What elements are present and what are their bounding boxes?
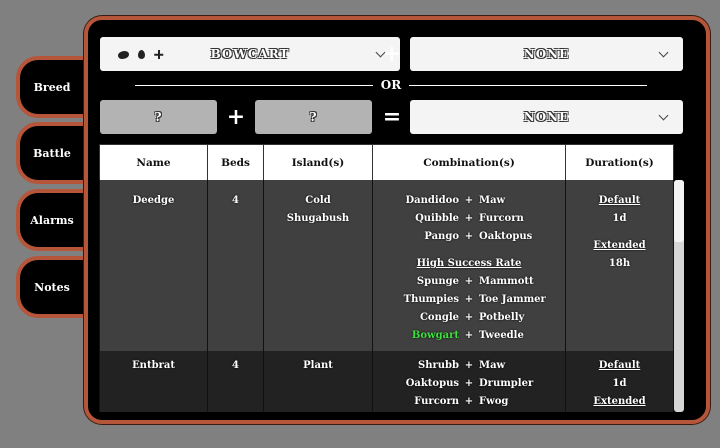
island: Shugabush xyxy=(286,213,350,224)
table-rows: Deedge 4 Cold Shugabush Dandidoo + Maw Quib… xyxy=(99,180,674,412)
tab-label: Notes xyxy=(34,280,70,294)
plus-sign: + xyxy=(464,312,474,323)
plus-sign: + xyxy=(464,396,474,407)
monster-name: Mammott xyxy=(479,276,534,287)
island: Cold xyxy=(305,195,331,206)
tab-alarms[interactable]: Alarms xyxy=(16,189,96,251)
cell-text: Plant xyxy=(303,360,333,371)
header-durations: Duration(s) xyxy=(565,144,674,181)
plus-sign: + xyxy=(464,231,474,242)
cell-text: Spunge + Mammott Thumpies + Toe Jammer Congl… xyxy=(373,273,565,345)
parent-one-box[interactable]: ? xyxy=(100,100,217,134)
beds: 4 xyxy=(207,351,264,412)
plus-sign: + xyxy=(464,294,474,305)
cell-text: Default xyxy=(598,195,641,206)
plus-sign: + xyxy=(464,330,474,341)
table-row[interactable]: Deedge 4 Cold Shugabush Dandidoo + Maw Quib… xyxy=(99,180,674,351)
plus-sign: + xyxy=(464,360,474,371)
divider xyxy=(135,85,373,86)
monster-name: Potbelly xyxy=(479,312,525,323)
monster-name: Thumpies xyxy=(403,294,459,305)
header-islands: Island(s) xyxy=(263,144,373,181)
beds: 4 xyxy=(207,180,264,351)
cell-text: Default xyxy=(598,360,641,371)
monster-name: Deedge xyxy=(99,180,208,351)
result-value: NONE xyxy=(523,110,570,124)
monster-name: Furcorn xyxy=(479,213,524,224)
plus-sign: + xyxy=(226,104,246,130)
islands: Cold Shugabush xyxy=(263,180,373,351)
monster-name: Tweedle xyxy=(479,330,524,341)
divider xyxy=(409,85,647,86)
result-dropdown[interactable]: NONE xyxy=(410,100,683,134)
chevron-down-icon xyxy=(658,110,669,121)
cell-text: Extended xyxy=(593,240,646,251)
monster-name: Toe Jammer xyxy=(479,294,546,305)
monster-name: Fwog xyxy=(479,396,509,407)
cell-text: 1d xyxy=(612,213,627,224)
monster-name: Furcorn xyxy=(414,396,459,407)
parent-two-value: ? xyxy=(309,110,318,124)
durations: Default 1d Extended 18h xyxy=(565,180,674,351)
high-success-label: High Success Rate xyxy=(416,258,522,269)
monster-name: Oaktopus xyxy=(479,231,533,242)
chevron-down-icon xyxy=(658,47,669,58)
tab-label: Alarms xyxy=(30,213,74,227)
plus-sign: + xyxy=(464,195,474,206)
cell-text: Shrubb + Maw Oaktopus + Drumpler Furcorn + Fwo… xyxy=(373,357,565,411)
second-monster-value: NONE xyxy=(523,47,570,61)
highlighted-monster: Bowgart xyxy=(411,330,459,341)
cell-text: 18h xyxy=(608,258,631,269)
header-name: Name xyxy=(99,144,208,181)
element-icons xyxy=(118,50,168,60)
tab-breed[interactable]: Breed xyxy=(16,56,96,118)
first-monster-value: BOWCART xyxy=(210,47,290,61)
monster-name: Quibble xyxy=(415,213,459,224)
plus-sign: + xyxy=(464,276,474,287)
or-label: OR xyxy=(380,78,402,92)
monster-name: Pango xyxy=(424,231,459,242)
monster-name: Oaktopus xyxy=(405,378,459,389)
combinations: Dandidoo + Maw Quibble + Furcorn Pango + Oakto… xyxy=(372,180,566,351)
cell-text: Extended xyxy=(593,396,646,407)
breeding-table: Name Beds Island(s) Combination(s) Durat… xyxy=(99,144,674,181)
plus-sign: + xyxy=(382,41,402,67)
durations: Default 1d Extended xyxy=(565,351,674,412)
water-icon xyxy=(138,50,145,59)
cell-text: Dandidoo + Maw Quibble + Furcorn Pango + Oakto… xyxy=(373,192,565,246)
combinations: Shrubb + Maw Oaktopus + Drumpler Furcorn + Fwo… xyxy=(372,351,566,412)
tab-battle[interactable]: Battle xyxy=(16,122,96,184)
plant-icon xyxy=(118,51,129,59)
tab-label: Breed xyxy=(33,80,71,94)
monster-name: Drumpler xyxy=(479,378,534,389)
plus-sign: + xyxy=(464,378,474,389)
second-monster-dropdown[interactable]: NONE xyxy=(410,37,683,71)
plus-sign: + xyxy=(464,213,474,224)
islands: Plant xyxy=(263,351,373,412)
scrollbar-thumb[interactable] xyxy=(674,180,684,242)
header-combinations: Combination(s) xyxy=(372,144,566,181)
tab-notes[interactable]: Notes xyxy=(16,256,96,318)
first-monster-dropdown[interactable]: BOWCART xyxy=(100,37,400,71)
monster-name: Dandidoo xyxy=(405,195,459,206)
monster-name: Entbrat xyxy=(99,351,208,412)
monster-name: Maw xyxy=(479,195,506,206)
monster-name: Spunge xyxy=(416,276,459,287)
monster-name: Shrubb xyxy=(417,360,459,371)
parent-one-value: ? xyxy=(154,110,163,124)
equals-sign: = xyxy=(382,104,402,130)
table-row[interactable]: Entbrat 4 Plant Shrubb + Maw Oaktopus + Drum… xyxy=(99,351,674,412)
tab-label: Battle xyxy=(33,146,71,160)
cell-text: 1d xyxy=(612,378,627,389)
parent-two-box[interactable]: ? xyxy=(255,100,372,134)
scrollbar[interactable] xyxy=(674,180,684,412)
header-beds: Beds xyxy=(207,144,264,181)
monster-name: Maw xyxy=(479,360,506,371)
table-body[interactable]: Deedge 4 Cold Shugabush Dandidoo + Maw Quib… xyxy=(99,180,675,412)
cold-icon xyxy=(154,50,163,59)
monster-name: Congle xyxy=(419,312,459,323)
